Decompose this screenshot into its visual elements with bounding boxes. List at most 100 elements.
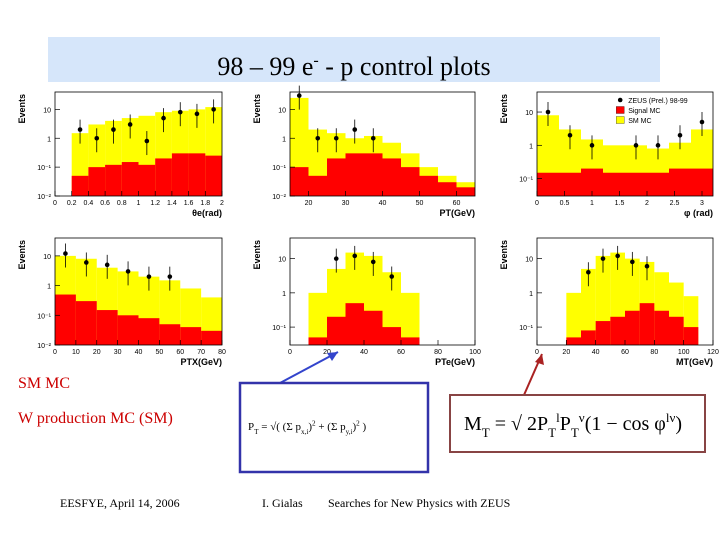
formula-part: T <box>254 428 259 436</box>
y-axis-label: Events <box>17 240 27 270</box>
y-tick-label: 10⁻¹ <box>519 177 533 184</box>
formula-part: l <box>556 410 560 425</box>
y-tick-label: 10 <box>43 107 51 114</box>
hist-bar <box>364 310 383 345</box>
x-tick-label: 2 <box>220 200 224 207</box>
x-tick-label: 0 <box>53 200 57 207</box>
hist-bar <box>345 153 364 196</box>
x-tick-label: 1.5 <box>615 200 625 207</box>
x-tick-label: 1.2 <box>150 200 160 207</box>
hist-bar <box>401 292 420 345</box>
hist-bar <box>625 310 640 345</box>
data-point <box>77 127 83 132</box>
hist-bar <box>327 158 346 196</box>
mt-formula-box <box>449 394 706 453</box>
x-tick-label: 1.8 <box>200 200 210 207</box>
arrow-head <box>535 354 544 365</box>
legend-swatch <box>616 106 625 114</box>
legend-marker <box>617 97 623 103</box>
y-tick-label: 1 <box>529 143 533 150</box>
x-axis-label: PTe(GeV) <box>435 357 475 367</box>
x-axis-label: θe(rad) <box>192 208 222 218</box>
hist-bar <box>364 153 383 196</box>
x-tick-label: 1.4 <box>167 200 177 207</box>
data-point <box>144 138 150 144</box>
y-tick-label: 10⁻² <box>37 343 51 350</box>
pt-formula-box <box>238 381 430 474</box>
x-tick-label: 80 <box>434 349 442 356</box>
hist-bar <box>382 272 401 345</box>
footer: EESFYE, April 14, 2006 <box>60 496 180 510</box>
hist-bar <box>566 337 581 345</box>
formula-part: = √ 2P <box>490 413 548 435</box>
hist-bar <box>382 158 401 196</box>
hist-bar <box>382 327 401 345</box>
formula-part: (1 − cos φ <box>585 413 666 435</box>
hist-bar <box>290 167 309 196</box>
hist-bar <box>603 172 625 196</box>
hist-bar <box>401 337 420 345</box>
formula-part: T <box>571 425 579 440</box>
formula-part: 2 <box>312 420 316 428</box>
formula-part: lν <box>666 410 676 425</box>
hist-bar <box>419 175 438 196</box>
hist-bar <box>581 168 603 196</box>
pt-formula: PT = √( (Σ px,i)2 + (Σ py,i)2 ) <box>248 420 367 436</box>
y-tick-label: 10 <box>278 107 286 114</box>
hist-bar <box>96 310 118 345</box>
x-tick-label: 80 <box>218 349 226 356</box>
x-tick-label: 0.6 <box>100 200 110 207</box>
x-tick-label: 1 <box>137 200 141 207</box>
x-tick-label: 50 <box>155 349 163 356</box>
y-tick-label: 1 <box>282 136 286 143</box>
data-point <box>644 263 650 269</box>
x-tick-label: 20 <box>93 349 101 356</box>
x-tick-label: 40 <box>592 349 600 356</box>
data-point <box>333 135 339 141</box>
title-box <box>48 37 660 82</box>
mt-formula: MT = √ 2PTlPTν(1 − cos φlν) <box>464 410 682 440</box>
x-tick-label: 120 <box>707 349 719 356</box>
hist-bar <box>55 294 76 345</box>
plot-frame <box>289 237 476 346</box>
title-part: - p control plots <box>319 52 491 81</box>
data-point <box>296 93 302 98</box>
x-tick-label: 0 <box>535 200 539 207</box>
x-tick-label: 2 <box>645 200 649 207</box>
x-tick-label: 60 <box>621 349 629 356</box>
y-tick-label: 10⁻² <box>37 194 51 201</box>
data-point <box>630 259 635 265</box>
x-tick-label: 3 <box>700 200 704 207</box>
x-tick-label: 0.2 <box>67 200 77 207</box>
formula-part: T <box>548 425 556 440</box>
hist-bar <box>438 182 457 196</box>
data-point <box>111 127 116 132</box>
formula-part: ) <box>675 413 682 435</box>
data-point <box>177 109 183 115</box>
y-axis-label: Events <box>499 94 509 124</box>
formula-part: P <box>248 421 254 433</box>
x-tick-label: 30 <box>342 200 350 207</box>
x-axis-label: PTX(GeV) <box>180 357 222 367</box>
legend-label: SM MC <box>628 118 651 125</box>
left-text: W production MC (SM) <box>18 410 173 427</box>
data-point <box>389 274 395 279</box>
hist-bar <box>639 303 655 345</box>
x-tick-label: 60 <box>397 349 405 356</box>
x-tick-label: 0 <box>53 349 57 356</box>
x-tick-label: 1.6 <box>184 200 194 207</box>
x-tick-label: 0.5 <box>560 200 570 207</box>
hist-bar <box>566 292 581 345</box>
data-point <box>586 269 591 275</box>
formula-part: y,i <box>346 428 353 436</box>
x-tick-label: 40 <box>379 200 387 207</box>
hist-bar <box>401 167 420 196</box>
data-point <box>333 256 339 261</box>
x-axis-label: MT(GeV) <box>676 357 713 367</box>
formula-part: ) <box>360 421 367 433</box>
legend-swatch <box>616 116 625 124</box>
data-point <box>545 109 551 115</box>
y-tick-label: 10⁻¹ <box>272 325 286 332</box>
x-tick-label: 40 <box>135 349 143 356</box>
y-tick-label: 10 <box>278 257 286 264</box>
